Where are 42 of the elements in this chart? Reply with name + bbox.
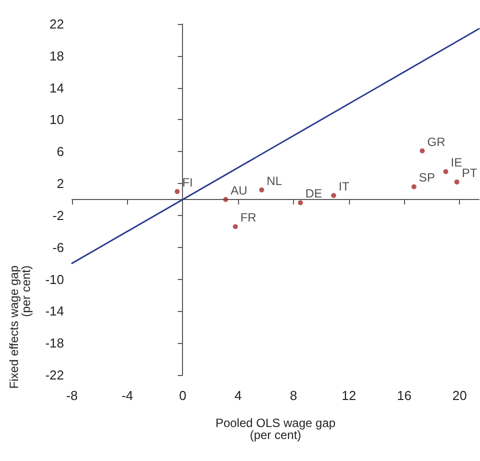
x-tick-label: 12 [342,388,356,403]
y-tick-label: 18 [50,48,64,64]
annotation: AU [230,184,248,198]
y-tick-label: -6 [52,240,64,255]
annotation: NL [266,174,282,188]
x-tick-label: -4 [122,388,134,403]
y-tick-label: -22 [45,368,64,382]
x-tick-label: 16 [397,388,412,403]
point [223,197,228,202]
point [454,179,460,184]
point [420,148,425,154]
x-tick-label: -8 [66,388,78,403]
y-tick-label: 22 [50,16,64,32]
y-tick-label: -14 [45,304,64,319]
y-tick-label: -2 [52,208,64,223]
y-tick-label: 10 [50,112,64,128]
point [232,224,238,230]
x-tick-label: 8 [290,388,298,403]
annotation: SP [418,170,435,185]
annotation: FI [182,176,193,190]
x-tick-label: 0 [179,388,186,403]
annotation: FR [240,210,257,225]
x-axis-title: Pooled OLS wage gap (per cent) [215,416,336,442]
point [443,169,448,174]
annotation: DE [305,186,322,201]
annotation: PT [462,166,478,180]
annotation: GR [427,134,446,149]
point [411,184,416,190]
y-tick-label: 6 [56,144,64,160]
point [259,187,264,192]
x-tick-label: 4 [234,388,242,403]
point [331,193,336,198]
point [298,200,303,206]
y-tick-label: -18 [45,336,64,351]
y-tick-label: -10 [45,272,64,287]
y-tick-label: 2 [56,176,64,192]
annotation: IT [338,180,350,194]
point [174,189,180,194]
x-tick-label: 20 [452,388,467,403]
annotation: IE [450,156,462,170]
y-tick-label: 14 [50,80,64,96]
y-axis-title: Fixed effects wage gap (per cent) [7,265,33,389]
